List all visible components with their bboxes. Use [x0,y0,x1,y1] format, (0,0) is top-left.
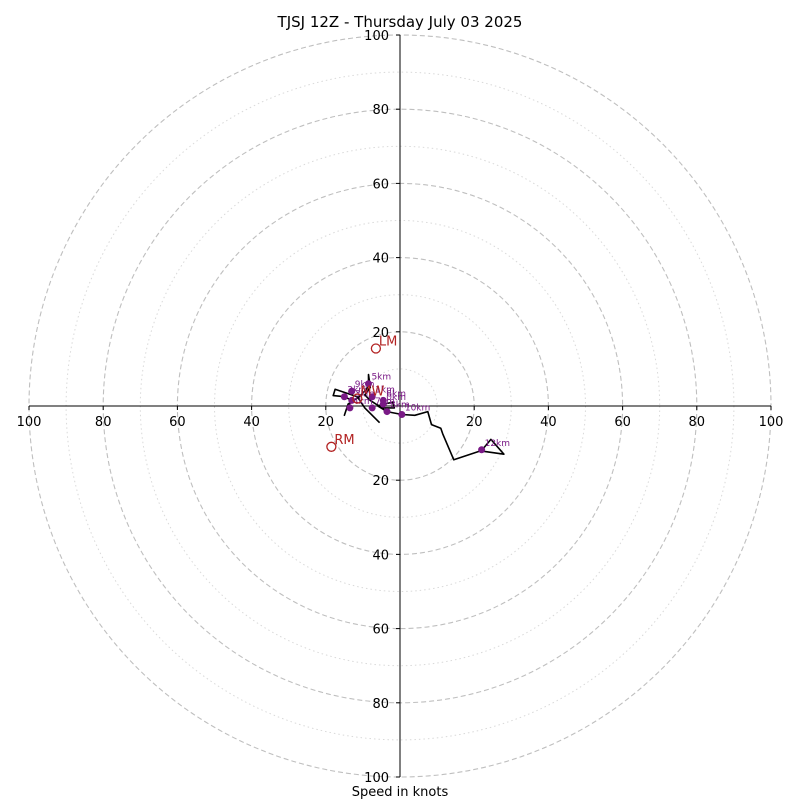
y-tick-label: 60 [372,177,389,192]
height-marker-dot [340,393,348,401]
x-tick-label: 60 [614,415,631,430]
chart-title: TJSJ 12Z - Thursday July 03 2025 [277,13,523,31]
height-marker-dot [379,396,387,404]
height-marker-label: 3km [355,389,375,399]
height-marker-label: 0km [386,393,406,403]
height-marker-label: 8km [390,401,410,411]
x-tick-label: 40 [243,415,260,430]
storm-motion-label: MW [360,385,384,400]
height-marker-dot [368,393,376,401]
storm-motion-marker [352,393,363,404]
wind-profile [332,373,505,461]
y-tick-label: 100 [364,29,389,44]
height-marker-label: 5km [371,373,391,383]
height-marker-dot [348,387,356,395]
y-tick-label: 40 [372,252,389,267]
x-tick-label: 100 [17,415,42,430]
axes [29,35,771,777]
height-marker-label: 7km [375,397,395,407]
storm-motion-markers: LM RM MW [326,334,397,452]
wind-profile-line [332,373,505,461]
y-tick-label: 100 [364,771,389,786]
storm-motion-label: LM [379,334,397,349]
height-marker-dot [478,446,486,454]
height-marker-dot [383,408,391,416]
storm-motion-marker [326,441,337,452]
y-tick-label: 20 [372,326,389,341]
tick-labels: 100 80 60 40 20 20 40 60 80 100 100 80 60 40 20 20 40 60 8… [17,29,784,786]
height-marker-label: 10km [405,404,430,414]
height-marker-dot [348,396,356,404]
x-tick-label: 60 [169,415,186,430]
height-marker-label: 12km [485,439,510,449]
height-marker-label: 1km [375,386,395,396]
storm-motion-marker [370,343,382,354]
x-tick-label: 100 [759,415,784,430]
x-tick-label: 80 [95,415,112,430]
y-tick-label: 80 [372,697,389,712]
height-marker-label: 6km [386,389,406,399]
height-marker-label: 2km [347,386,367,396]
height-marker-dot [364,380,372,388]
height-marker-label: 4km [353,397,373,407]
x-tick-label: 80 [689,415,706,430]
x-tick-label: 40 [540,415,557,430]
height-marker-label: 9km [355,380,375,390]
height-marker-dot [368,404,376,412]
x-tick-label: 20 [466,415,483,430]
y-tick-label: 60 [372,623,389,638]
y-tick-label: 80 [372,103,389,118]
height-marker-dot [346,404,354,412]
y-tick-label: 20 [372,474,389,489]
storm-motion-label: RM [334,433,354,448]
y-tick-label: 40 [372,548,389,563]
height-marker-dot [398,411,406,419]
x-axis-label: Speed in knots [352,785,449,800]
x-tick-label: 20 [318,415,335,430]
